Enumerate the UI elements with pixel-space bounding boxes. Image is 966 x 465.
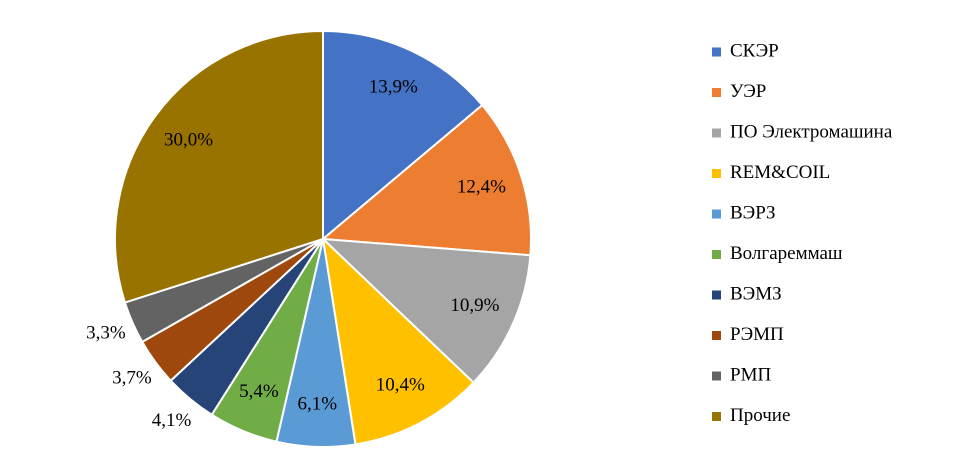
data-label: 30,0% — [164, 129, 213, 150]
legend-label: Волгареммаш — [730, 243, 843, 264]
data-label: 4,1% — [152, 410, 192, 431]
data-label: 3,7% — [112, 368, 152, 389]
legend-label: ВЭРЗ — [730, 202, 776, 223]
pie-slice — [114, 29, 324, 304]
legend-marker — [712, 128, 721, 138]
data-label: 12,4% — [457, 177, 506, 198]
legend-marker — [712, 371, 721, 381]
legend-label: РМП — [730, 364, 771, 385]
legend-label: ПО Электромашина — [730, 121, 893, 142]
legend-label: УЭР — [730, 81, 766, 102]
data-label: 3,3% — [86, 323, 126, 344]
data-label: 10,9% — [450, 295, 499, 316]
legend-marker — [712, 88, 721, 97]
pie-slice — [321, 236, 475, 446]
data-label: 5,4% — [239, 381, 279, 402]
legend-label: REM&COIL — [730, 162, 830, 183]
legend-label: Прочие — [730, 405, 790, 426]
legend-marker — [712, 250, 721, 259]
data-label: 10,4% — [376, 375, 425, 396]
pie-slice — [320, 103, 532, 257]
legend-marker — [712, 169, 721, 178]
legend-marker — [712, 209, 721, 219]
legend-marker — [712, 412, 721, 421]
pie-slice — [320, 237, 532, 384]
legend-marker — [712, 290, 721, 300]
data-label: 6,1% — [297, 394, 337, 415]
legend-marker — [712, 47, 721, 57]
legend-label: ВЭМЗ — [730, 283, 782, 304]
legend-marker — [712, 331, 721, 340]
legend-label: РЭМП — [730, 324, 784, 345]
legend-label: СКЭР — [730, 40, 779, 61]
pie-slice — [322, 29, 484, 242]
data-label: 13,9% — [369, 77, 418, 98]
